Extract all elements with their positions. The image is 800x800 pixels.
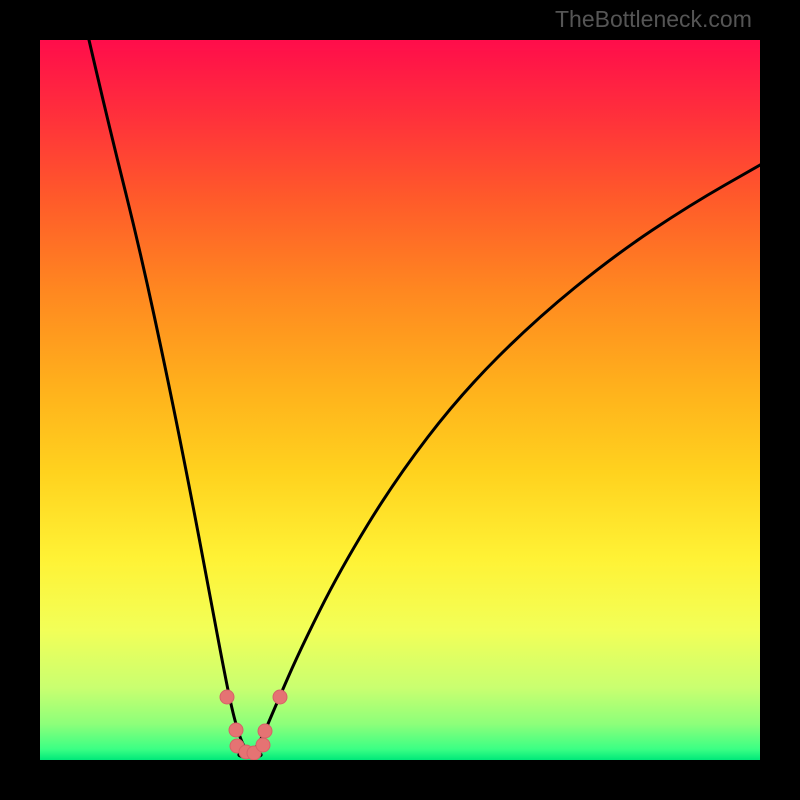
- stage: TheBottleneck.com: [0, 0, 800, 800]
- watermark-text: TheBottleneck.com: [555, 6, 752, 33]
- marker-dot: [258, 724, 272, 738]
- marker-dot: [220, 690, 234, 704]
- marker-dot: [229, 723, 243, 737]
- plot-area: [40, 40, 760, 760]
- chart-svg: [40, 40, 760, 760]
- marker-dot: [256, 738, 270, 752]
- marker-dot: [273, 690, 287, 704]
- gradient-background: [40, 40, 760, 760]
